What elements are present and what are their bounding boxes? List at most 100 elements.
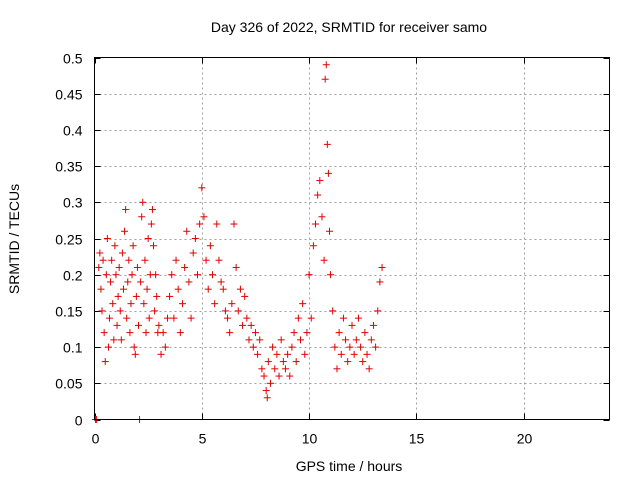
- data-point: [133, 263, 141, 271]
- data-point: [183, 227, 191, 235]
- data-point: [335, 329, 343, 337]
- y-tick-label: 0.1: [63, 340, 83, 356]
- data-point: [121, 227, 129, 235]
- data-point: [363, 350, 371, 358]
- data-point: [122, 206, 130, 214]
- data-point: [342, 336, 350, 344]
- data-point: [101, 358, 109, 366]
- data-point: [323, 140, 331, 148]
- data-point: [126, 329, 134, 337]
- data-point: [161, 343, 169, 351]
- data-point: [176, 329, 184, 337]
- data-point: [348, 321, 356, 329]
- data-point: [234, 307, 242, 315]
- data-point: [325, 227, 333, 235]
- data-point: [251, 329, 259, 337]
- data-point: [152, 271, 160, 279]
- data-point: [155, 321, 163, 329]
- data-point: [153, 292, 161, 300]
- y-tick-label: 0.4: [63, 123, 83, 139]
- data-point: [275, 372, 283, 380]
- data-point: [245, 336, 253, 344]
- data-point: [128, 271, 136, 279]
- data-point: [104, 343, 112, 351]
- data-point: [147, 220, 155, 228]
- data-point: [185, 278, 193, 286]
- data-point: [254, 350, 262, 358]
- data-point: [239, 321, 247, 329]
- data-point: [281, 365, 289, 373]
- data-point: [168, 271, 176, 279]
- data-point: [118, 249, 126, 257]
- data-point: [111, 242, 119, 250]
- data-point: [369, 321, 377, 329]
- data-point: [143, 285, 151, 293]
- x-tick-label: 20: [517, 431, 533, 447]
- data-point: [113, 321, 121, 329]
- data-point: [106, 314, 114, 322]
- data-point: [262, 387, 270, 395]
- data-point: [299, 300, 307, 308]
- data-point: [131, 350, 139, 358]
- data-point: [181, 263, 189, 271]
- data-point: [134, 321, 142, 329]
- data-point: [320, 256, 328, 264]
- data-point: [141, 256, 149, 264]
- data-point: [109, 300, 117, 308]
- data-point: [263, 394, 271, 402]
- data-point: [117, 336, 125, 344]
- data-point: [367, 336, 375, 344]
- data-point: [114, 292, 122, 300]
- data-point: [301, 350, 309, 358]
- data-point: [151, 307, 159, 315]
- data-point: [352, 336, 360, 344]
- data-point: [318, 213, 326, 221]
- axis-ticks: 0 0.05 0.1 0.15 0.2 0.25 0.3 0.35 0.4 0.45 0.5 0 5 10…: [55, 51, 610, 447]
- data-point: [103, 235, 111, 242]
- data-point: [137, 278, 145, 286]
- data-point: [204, 285, 212, 293]
- data-point: [129, 242, 137, 250]
- y-tick-label: 0.05: [55, 376, 82, 392]
- y-tick-label: 0: [75, 413, 83, 429]
- data-point: [284, 350, 292, 358]
- data-point: [116, 307, 124, 315]
- data-point: [303, 329, 311, 337]
- data-point: [307, 314, 315, 322]
- data-point: [224, 314, 232, 322]
- y-tick-label: 0.15: [55, 304, 82, 320]
- data-point: [279, 358, 287, 366]
- data-point: [305, 271, 313, 279]
- y-tick-label: 0.5: [63, 51, 83, 67]
- data-point: [290, 329, 298, 337]
- data-point: [230, 220, 238, 228]
- data-point: [127, 300, 135, 308]
- data-point: [96, 249, 104, 257]
- y-tick-label: 0.35: [55, 159, 82, 175]
- data-point: [150, 242, 158, 250]
- data-point: [211, 300, 219, 308]
- y-tick-label: 0.3: [63, 195, 83, 211]
- data-point: [98, 307, 106, 315]
- data-point: [100, 329, 108, 337]
- data-point: [314, 191, 322, 199]
- data-point: [107, 278, 115, 286]
- data-point: [312, 220, 320, 228]
- data-point: [337, 350, 345, 358]
- y-tick-label: 0.25: [55, 232, 82, 248]
- data-point: [249, 343, 257, 351]
- y-tick-label: 0.45: [55, 87, 82, 103]
- data-point: [316, 177, 324, 185]
- data-point: [138, 213, 146, 221]
- data-point: [209, 271, 217, 279]
- data-point: [110, 336, 118, 344]
- data-point: [130, 343, 138, 351]
- data-point: [97, 285, 105, 293]
- data-point: [236, 285, 244, 293]
- data-point: [266, 379, 274, 387]
- x-tick-label: 10: [302, 431, 318, 447]
- x-tick-label: 0: [92, 431, 100, 447]
- data-point: [350, 350, 358, 358]
- data-point: [354, 314, 362, 322]
